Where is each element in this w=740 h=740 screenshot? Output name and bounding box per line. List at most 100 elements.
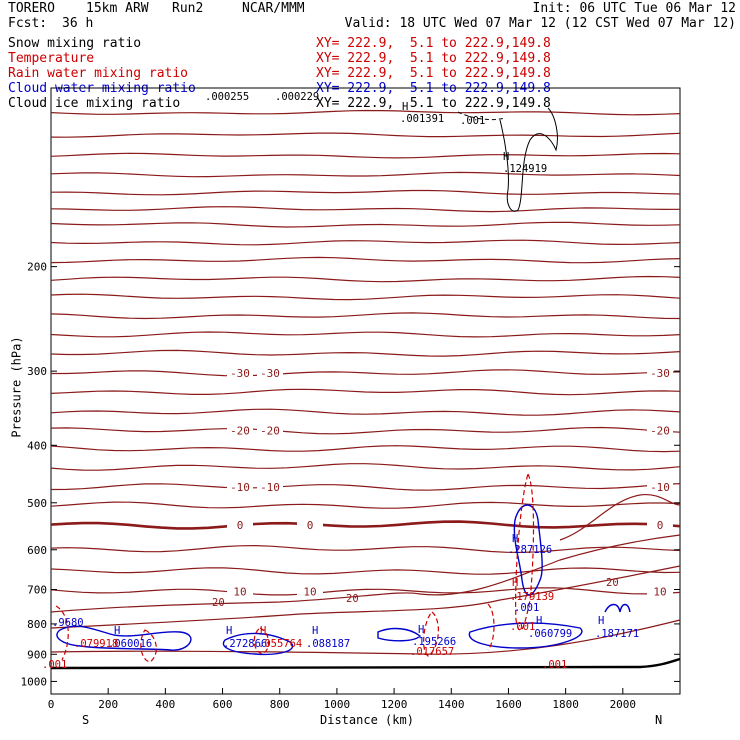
legend-snow-xy: XY= 222.9, 5.1 to 222.9,149.8 bbox=[316, 36, 551, 51]
rain-water-4 bbox=[423, 611, 439, 657]
cloud-water-label: .195266 bbox=[412, 636, 456, 648]
isotherm-line bbox=[50, 349, 681, 357]
isotherm-label: 10 bbox=[653, 585, 666, 598]
isotherm-label-bg bbox=[227, 424, 253, 437]
isotherm-line bbox=[50, 463, 681, 471]
marker-layer: .000255 .000229 .001391 .001 .124919 .9680 .06… bbox=[42, 91, 639, 671]
x-tick-label: 1800 bbox=[552, 698, 579, 711]
cloud-water-label: .060016 bbox=[108, 638, 152, 650]
isotherm-line bbox=[50, 520, 681, 530]
isotherm-line bbox=[50, 312, 681, 320]
isotherm-20-a bbox=[50, 534, 681, 613]
snow-cell bbox=[499, 107, 558, 212]
isotherm-line bbox=[50, 152, 681, 159]
isotherm-line bbox=[50, 331, 681, 338]
isotherm-label-bg bbox=[227, 480, 253, 493]
isotherm-label-bg bbox=[227, 585, 253, 598]
snow-min-label: .000255 bbox=[205, 91, 249, 103]
endpoint-left: S bbox=[82, 713, 90, 727]
isotherm-label-bg bbox=[297, 585, 323, 598]
isotherm-label: -20 bbox=[650, 425, 670, 438]
rain-water-1 bbox=[55, 605, 69, 661]
plot-frame bbox=[50, 87, 681, 695]
x-tick-label: 0 bbox=[48, 698, 55, 711]
isotherm-label: -30 bbox=[230, 367, 250, 380]
y-tick-label: 600 bbox=[27, 544, 47, 557]
isotherm-upper-wave bbox=[559, 493, 681, 541]
legend-temperature: Temperature bbox=[8, 51, 95, 66]
x-tick-label: 2000 bbox=[610, 698, 637, 711]
high-marker: H bbox=[114, 625, 120, 637]
legend-temperature-xy: XY= 222.9, 5.1 to 222.9,149.8 bbox=[316, 51, 551, 66]
y-tick-label: 1000 bbox=[21, 675, 48, 688]
x-tick-label: 800 bbox=[270, 698, 290, 711]
model-org: NCAR/MMM bbox=[242, 1, 305, 16]
isotherm-label-bg bbox=[647, 585, 673, 598]
isotherm-line bbox=[50, 239, 681, 246]
snow-min-label: .001391 bbox=[400, 113, 444, 125]
isotherm-label: 0 bbox=[307, 519, 314, 532]
isotherm-label-bg bbox=[647, 480, 673, 493]
isotherm-label-bg bbox=[227, 518, 253, 531]
isotherm-label: -30 bbox=[260, 367, 280, 380]
high-marker: H bbox=[402, 101, 408, 113]
model-name: TORERO bbox=[8, 1, 55, 16]
x-tick-label: 600 bbox=[213, 698, 233, 711]
isotherm-line bbox=[50, 171, 681, 178]
model-run: Run2 bbox=[172, 1, 204, 16]
high-marker: H bbox=[312, 625, 318, 637]
x-tick-label: 1400 bbox=[438, 698, 465, 711]
isotherm-line bbox=[50, 206, 681, 213]
isotherm-line bbox=[50, 426, 681, 435]
endpoint-right: N bbox=[655, 713, 663, 727]
cloud-water-3 bbox=[377, 627, 422, 642]
legend-rain-xy: XY= 222.9, 5.1 to 222.9,149.8 bbox=[316, 66, 551, 81]
isotherm-line bbox=[50, 221, 681, 228]
isotherm-label: -10 bbox=[260, 481, 280, 494]
isotherm-label-bg bbox=[257, 424, 283, 437]
y-tick-label: 400 bbox=[27, 439, 47, 452]
x-tick-label: 200 bbox=[98, 698, 118, 711]
isotherm-label: 0 bbox=[237, 519, 244, 532]
isotherm-line bbox=[50, 132, 681, 138]
isotherm-25 bbox=[50, 619, 681, 655]
snow-min-label: .000229 bbox=[275, 91, 319, 103]
rain-water-label: .079918 bbox=[74, 638, 118, 650]
axis-layer: 0 200 400 600 800 1000 1200 1400 1600 1800 2000200… bbox=[21, 261, 680, 711]
forecast-hours: 36 h bbox=[62, 16, 94, 31]
isotherm-label: -10 bbox=[230, 481, 250, 494]
isotherm-label-bg bbox=[297, 518, 323, 531]
isotherm-label-low: 20 bbox=[212, 597, 225, 609]
legend-cloud-ice-xy: XY= 222.9, 5.1 to 222.9,149.8 bbox=[316, 96, 551, 111]
y-tick-label: 500 bbox=[27, 497, 47, 510]
y-tick-label: 700 bbox=[27, 584, 47, 597]
isotherm-label: 10 bbox=[233, 585, 246, 598]
isotherm-label: 0 bbox=[657, 519, 664, 532]
legend-rain: Rain water mixing ratio bbox=[8, 66, 189, 81]
isotherm-layer: -30 -30 -30 -20 -20 -20 -10 -10 -10 0 0 0 10 10 10 bbox=[50, 109, 681, 598]
high-marker: H bbox=[536, 615, 542, 627]
isotherm-line bbox=[50, 408, 681, 416]
cloud-water-1 bbox=[56, 625, 192, 651]
rain-water-contours bbox=[55, 472, 535, 663]
isotherm-label: -20 bbox=[230, 425, 250, 438]
isotherm-label-bg bbox=[257, 480, 283, 493]
rain-water-3 bbox=[253, 627, 270, 655]
cloud-water-2 bbox=[222, 632, 294, 656]
x-axis-label: Distance (km) bbox=[320, 713, 414, 727]
isotherm-label-bg bbox=[647, 518, 673, 531]
cloud-water-label: .001 bbox=[514, 602, 539, 614]
ice-contour bbox=[457, 111, 506, 121]
cloud-water-label: .060799 bbox=[528, 628, 572, 640]
isotherm-line bbox=[50, 109, 681, 116]
rain-water-label: .001 bbox=[510, 621, 535, 633]
cloud-water-label: .088187 bbox=[306, 638, 350, 650]
isotherm-label-bg bbox=[647, 424, 673, 437]
x-tick-label: 1000 bbox=[324, 698, 351, 711]
cloud-water-6 bbox=[604, 603, 631, 613]
isotherm-label: 10 bbox=[303, 585, 316, 598]
y-tick-label: 800 bbox=[27, 618, 47, 631]
valid-time: Valid: 18 UTC Wed 07 Mar 12 (12 CST Wed … bbox=[344, 16, 736, 31]
model-config: 15km ARW bbox=[86, 1, 149, 16]
cloud-water-label: .9680 bbox=[52, 617, 84, 629]
